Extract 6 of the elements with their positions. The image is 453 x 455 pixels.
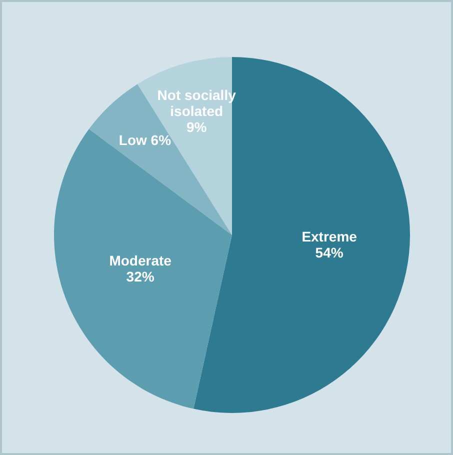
- data-label: 32%: [126, 268, 155, 284]
- data-label: 54%: [315, 244, 344, 260]
- slice-label: Extreme: [302, 228, 358, 244]
- data-label: 9%: [186, 118, 208, 135]
- slice-label: Moderate: [109, 252, 172, 268]
- slice-label: Low 6%: [118, 132, 172, 148]
